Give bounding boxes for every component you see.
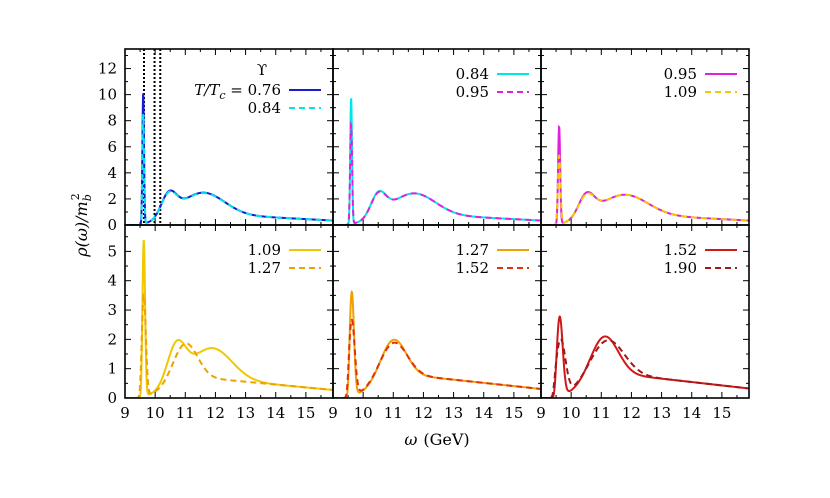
y-tick-label: 10 (98, 86, 117, 104)
panel-frame (124, 48, 334, 226)
legend-label-1_09: 1.09 (664, 83, 697, 101)
series-line-1_52 (541, 315, 749, 398)
panel-top-middle: 0.840.95 (332, 48, 542, 226)
y-tick-label: 1 (107, 360, 117, 378)
y-axis-superscript: 2 (69, 193, 82, 200)
y-axis-subscript: b (81, 194, 94, 201)
panel-top-left: 0 2 4 6 8 10 12 ϒ T/Tc = 0.760.84 (98, 48, 334, 234)
x-axis-symbol: ω (404, 430, 417, 449)
x-tick-label: 10 (146, 404, 165, 422)
panel-frame (540, 48, 750, 226)
x-tick-label: 12 (206, 404, 225, 422)
y-tick-label: 12 (98, 60, 117, 78)
x-tick-label: 9 (536, 404, 546, 422)
panel-bottom-right: 9 10 11 12 13 14 15 1.521.90 (536, 224, 750, 422)
y-tick-label: 2 (107, 190, 117, 208)
x-tick-label: 13 (236, 404, 255, 422)
x-tick-label: 14 (266, 404, 285, 422)
x-tick-label: 13 (652, 404, 671, 422)
y-tick-label: 6 (107, 138, 117, 156)
y-axis-title: ρ(ω)/mb2 (69, 193, 94, 258)
y-tick-label: 4 (107, 164, 117, 182)
panel-bottom-middle: 9 10 11 12 13 14 15 1.271.52 (328, 224, 542, 422)
legend-header-symbol: ϒ (257, 61, 267, 79)
x-tick-label: 12 (414, 404, 433, 422)
x-tick-label: 9 (328, 404, 338, 422)
y-tick-label: 2 (107, 330, 117, 348)
y-tick-label: 5 (107, 242, 117, 260)
legend-label-1_52: 1.52 (664, 241, 697, 259)
series-line-1_52 (333, 318, 541, 398)
legend-label-0_95: 0.95 (456, 83, 489, 101)
legend-label-1_27: 1.27 (456, 241, 489, 259)
x-tick-label: 10 (562, 404, 581, 422)
series-line-1_27 (333, 290, 541, 398)
panel-frame (540, 224, 750, 399)
series-line-0_95 (333, 121, 541, 225)
legend-label-1_27: 1.27 (248, 259, 281, 277)
panel-frame (332, 48, 542, 226)
y-tick-label: 4 (107, 272, 117, 290)
x-tick-label: 14 (474, 404, 493, 422)
series-line-0_84 (125, 113, 333, 225)
legend-label-0_76: T/Tc = 0.76 (194, 81, 281, 102)
legend-label-0_84: 0.84 (248, 99, 281, 117)
series-line-1_90 (541, 338, 749, 398)
y-tick-label: 0 (107, 216, 117, 234)
x-axis-title: ω (GeV) (404, 430, 469, 449)
legend-label-1_90: 1.90 (664, 259, 697, 277)
x-tick-label: 14 (682, 404, 701, 422)
series-line-1_09 (541, 154, 749, 225)
x-tick-label: 12 (622, 404, 641, 422)
x-tick-label: 15 (504, 404, 523, 422)
x-axis-unit: (GeV) (423, 430, 469, 449)
x-tick-label: 10 (354, 404, 373, 422)
series-line-0_84 (333, 98, 541, 225)
legend-label-1_09: 1.09 (248, 241, 281, 259)
series-line-1_09 (125, 239, 333, 398)
y-tick-label: 0 (107, 389, 117, 407)
y-axis-text: ρ(ω)/m (72, 201, 91, 258)
x-tick-label: 13 (444, 404, 463, 422)
x-tick-label: 15 (296, 404, 315, 422)
legend-label-0_95: 0.95 (664, 65, 697, 83)
x-tick-label: 9 (120, 404, 130, 422)
x-tick-label: 15 (712, 404, 731, 422)
x-tick-label: 11 (384, 404, 403, 422)
y-tick-label: 3 (107, 301, 117, 319)
panel-top-right: 0.951.09 (540, 48, 750, 226)
legend-label-0_84: 0.84 (456, 65, 489, 83)
y-tick-label: 8 (107, 112, 117, 130)
legend-label-1_52: 1.52 (456, 259, 489, 277)
series-line-1_27 (125, 292, 333, 398)
x-tick-label: 11 (176, 404, 195, 422)
series-line-0_95 (541, 124, 749, 225)
x-tick-label: 11 (592, 404, 611, 422)
